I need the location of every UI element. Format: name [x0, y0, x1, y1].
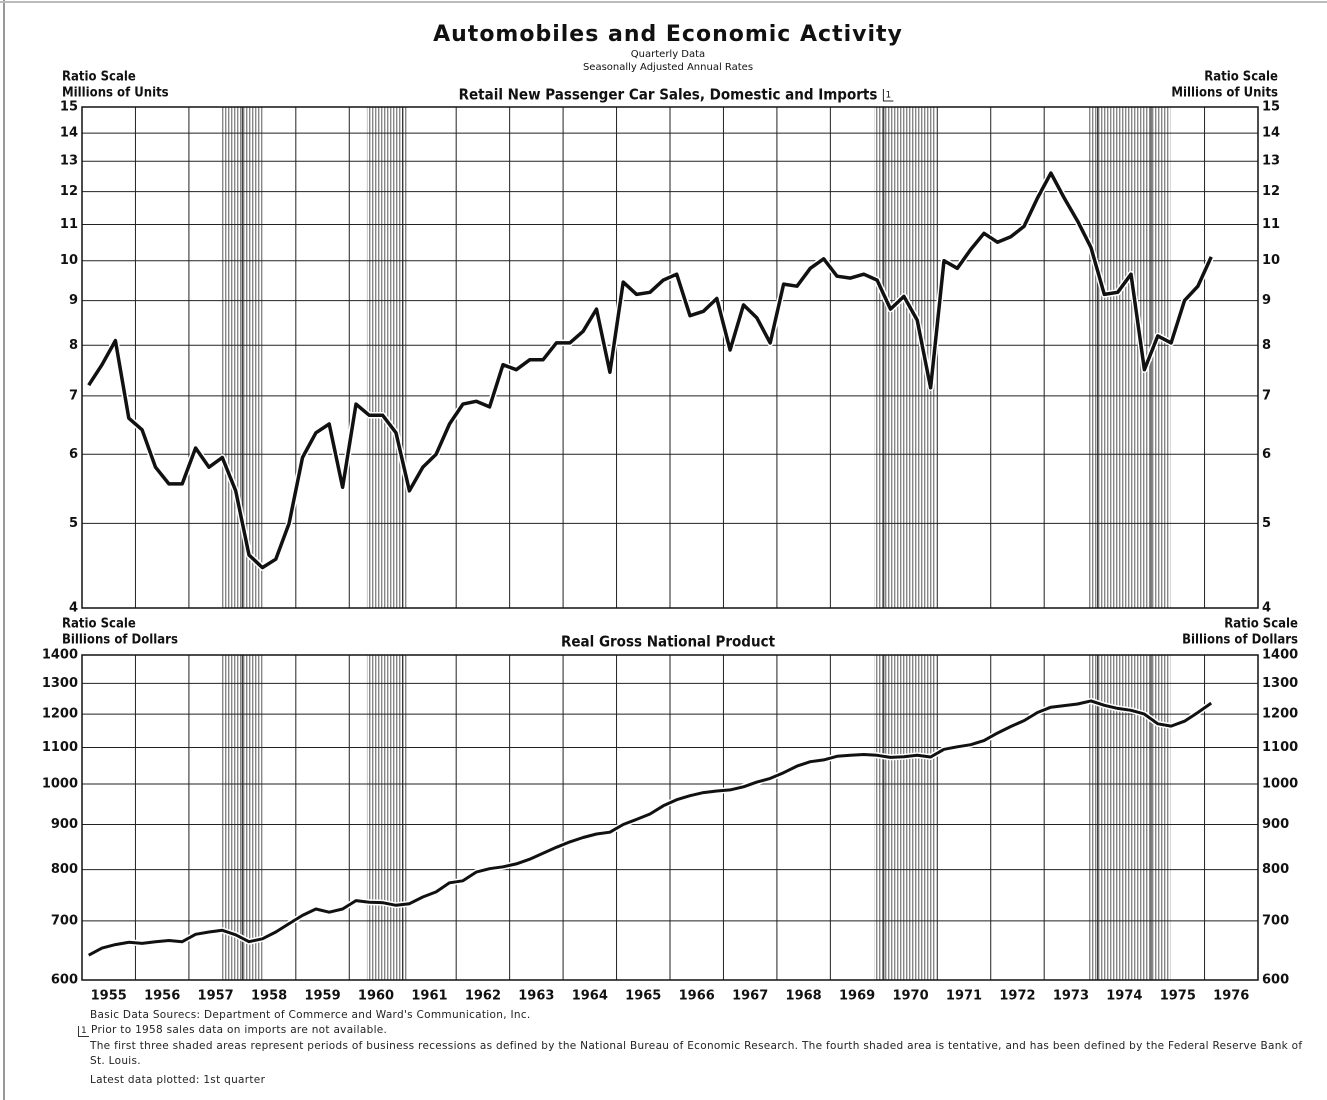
- y-tick-label: 8: [1262, 338, 1271, 353]
- y-axis-label: Ratio Scale: [62, 70, 136, 85]
- subtitle: Quarterly Data: [631, 49, 705, 60]
- x-tick-label: 1955: [91, 989, 127, 1004]
- y-tick-label: 800: [1262, 862, 1289, 877]
- x-tick-label: 1963: [518, 989, 554, 1004]
- y-axis-label: Millions of Units: [1171, 86, 1278, 101]
- panel-title: Retail New Passenger Car Sales, Domestic…: [459, 86, 878, 104]
- x-tick-label: 1962: [465, 989, 501, 1004]
- y-tick-label: 13: [1262, 154, 1280, 169]
- x-tick-label: 1966: [679, 989, 715, 1004]
- y-tick-label: 600: [51, 973, 78, 988]
- y-tick-label: 11: [60, 217, 78, 232]
- y-tick-label: 11: [1262, 217, 1280, 232]
- y-axis-label: Ratio Scale: [62, 617, 136, 632]
- y-tick-label: 10: [60, 253, 78, 268]
- recession-shade: [366, 655, 408, 980]
- y-tick-label: 1200: [42, 707, 78, 722]
- x-tick-label: 1975: [1160, 989, 1196, 1004]
- y-tick-label: 700: [1262, 913, 1289, 928]
- x-tick-label: 1956: [144, 989, 180, 1004]
- footnote-box: [882, 89, 894, 102]
- y-tick-label: 12: [1262, 184, 1280, 199]
- y-tick-label: 8: [69, 338, 78, 353]
- x-tick-label: 1957: [198, 989, 234, 1004]
- y-axis-label: Millions of Units: [62, 86, 169, 101]
- data-line: [87, 699, 1213, 957]
- x-tick-label: 1972: [999, 989, 1035, 1004]
- x-tick-label: 1974: [1106, 989, 1142, 1004]
- recession-shade: [366, 107, 408, 608]
- y-axis-label: Ratio Scale: [1204, 70, 1278, 85]
- note: Latest data plotted: 1st quarter: [90, 1074, 266, 1086]
- subtitle: Seasonally Adjusted Annual Rates: [583, 62, 753, 73]
- y-tick-label: 600: [1262, 973, 1289, 988]
- y-tick-label: 9: [69, 293, 78, 308]
- y-tick-label: 4: [69, 601, 78, 616]
- y-tick-label: 1000: [42, 777, 78, 792]
- notes: Basic Data Sourecs: Department of Commer…: [78, 1008, 1305, 1088]
- x-tick-label: 1968: [786, 989, 822, 1004]
- note: The first three shaded areas represent p…: [90, 1040, 1303, 1067]
- y-tick-label: 14: [60, 126, 78, 141]
- note-text: Prior to 1958 sales data on imports are …: [91, 1024, 388, 1036]
- footnote-marker: 1: [78, 1026, 90, 1037]
- x-tick-label: 1959: [304, 989, 340, 1004]
- y-tick-label: 1100: [1262, 740, 1298, 755]
- y-tick-label: 1300: [42, 676, 78, 691]
- recession-shade: [1088, 107, 1171, 608]
- y-axis-label: Ratio Scale: [1224, 617, 1298, 632]
- footnote-marker: 1: [886, 91, 892, 101]
- y-tick-label: 7: [1262, 388, 1271, 403]
- x-tick-label: 1961: [411, 989, 447, 1004]
- y-tick-label: 900: [1262, 817, 1289, 832]
- y-tick-label: 1100: [42, 740, 78, 755]
- note: Basic Data Sourecs: Department of Commer…: [90, 1009, 531, 1021]
- y-tick-label: 6: [1262, 447, 1271, 462]
- y-tick-label: 15: [60, 100, 78, 115]
- y-tick-label: 9: [1262, 293, 1271, 308]
- x-tick-label: 1976: [1213, 989, 1249, 1004]
- y-tick-label: 7: [69, 388, 78, 403]
- y-tick-label: 1000: [1262, 777, 1298, 792]
- y-tick-label: 14: [1262, 126, 1280, 141]
- plot-frame: [81, 654, 1259, 981]
- y-tick-label: 800: [51, 862, 78, 877]
- y-tick-label: 1400: [42, 648, 78, 663]
- x-tick-label: 1973: [1053, 989, 1089, 1004]
- y-tick-label: 5: [69, 516, 78, 531]
- y-axis-label: Billions of Dollars: [1182, 633, 1298, 648]
- y-tick-label: 12: [60, 184, 78, 199]
- x-tick-label: 1964: [572, 989, 608, 1004]
- y-tick-label: 5: [1262, 516, 1271, 531]
- x-tick-label: 1967: [732, 989, 768, 1004]
- x-tick-label: 1971: [946, 989, 982, 1004]
- y-tick-label: 15: [1262, 100, 1280, 115]
- y-tick-label: 700: [51, 913, 78, 928]
- plot-frame: [81, 106, 1259, 609]
- y-tick-label: 13: [60, 154, 78, 169]
- note: 1 Prior to 1958 sales data on imports are…: [78, 1023, 1305, 1039]
- y-tick-label: 1400: [1262, 648, 1298, 663]
- y-axis-label: Billions of Dollars: [62, 633, 178, 648]
- x-tick-label: 1969: [839, 989, 875, 1004]
- x-tick-label: 1965: [625, 989, 661, 1004]
- x-tick-label: 1960: [358, 989, 394, 1004]
- chart-title: Automobiles and Economic Activity: [433, 22, 903, 47]
- recession-shade: [874, 655, 936, 980]
- y-tick-label: 1200: [1262, 707, 1298, 722]
- y-tick-label: 1300: [1262, 676, 1298, 691]
- panel-title: Real Gross National Product: [561, 633, 776, 651]
- x-tick-label: 1970: [892, 989, 928, 1004]
- y-tick-label: 4: [1262, 601, 1271, 616]
- y-tick-label: 6: [69, 447, 78, 462]
- y-tick-label: 10: [1262, 253, 1280, 268]
- y-tick-label: 900: [51, 817, 78, 832]
- x-tick-label: 1958: [251, 989, 287, 1004]
- data-line: [87, 171, 1213, 570]
